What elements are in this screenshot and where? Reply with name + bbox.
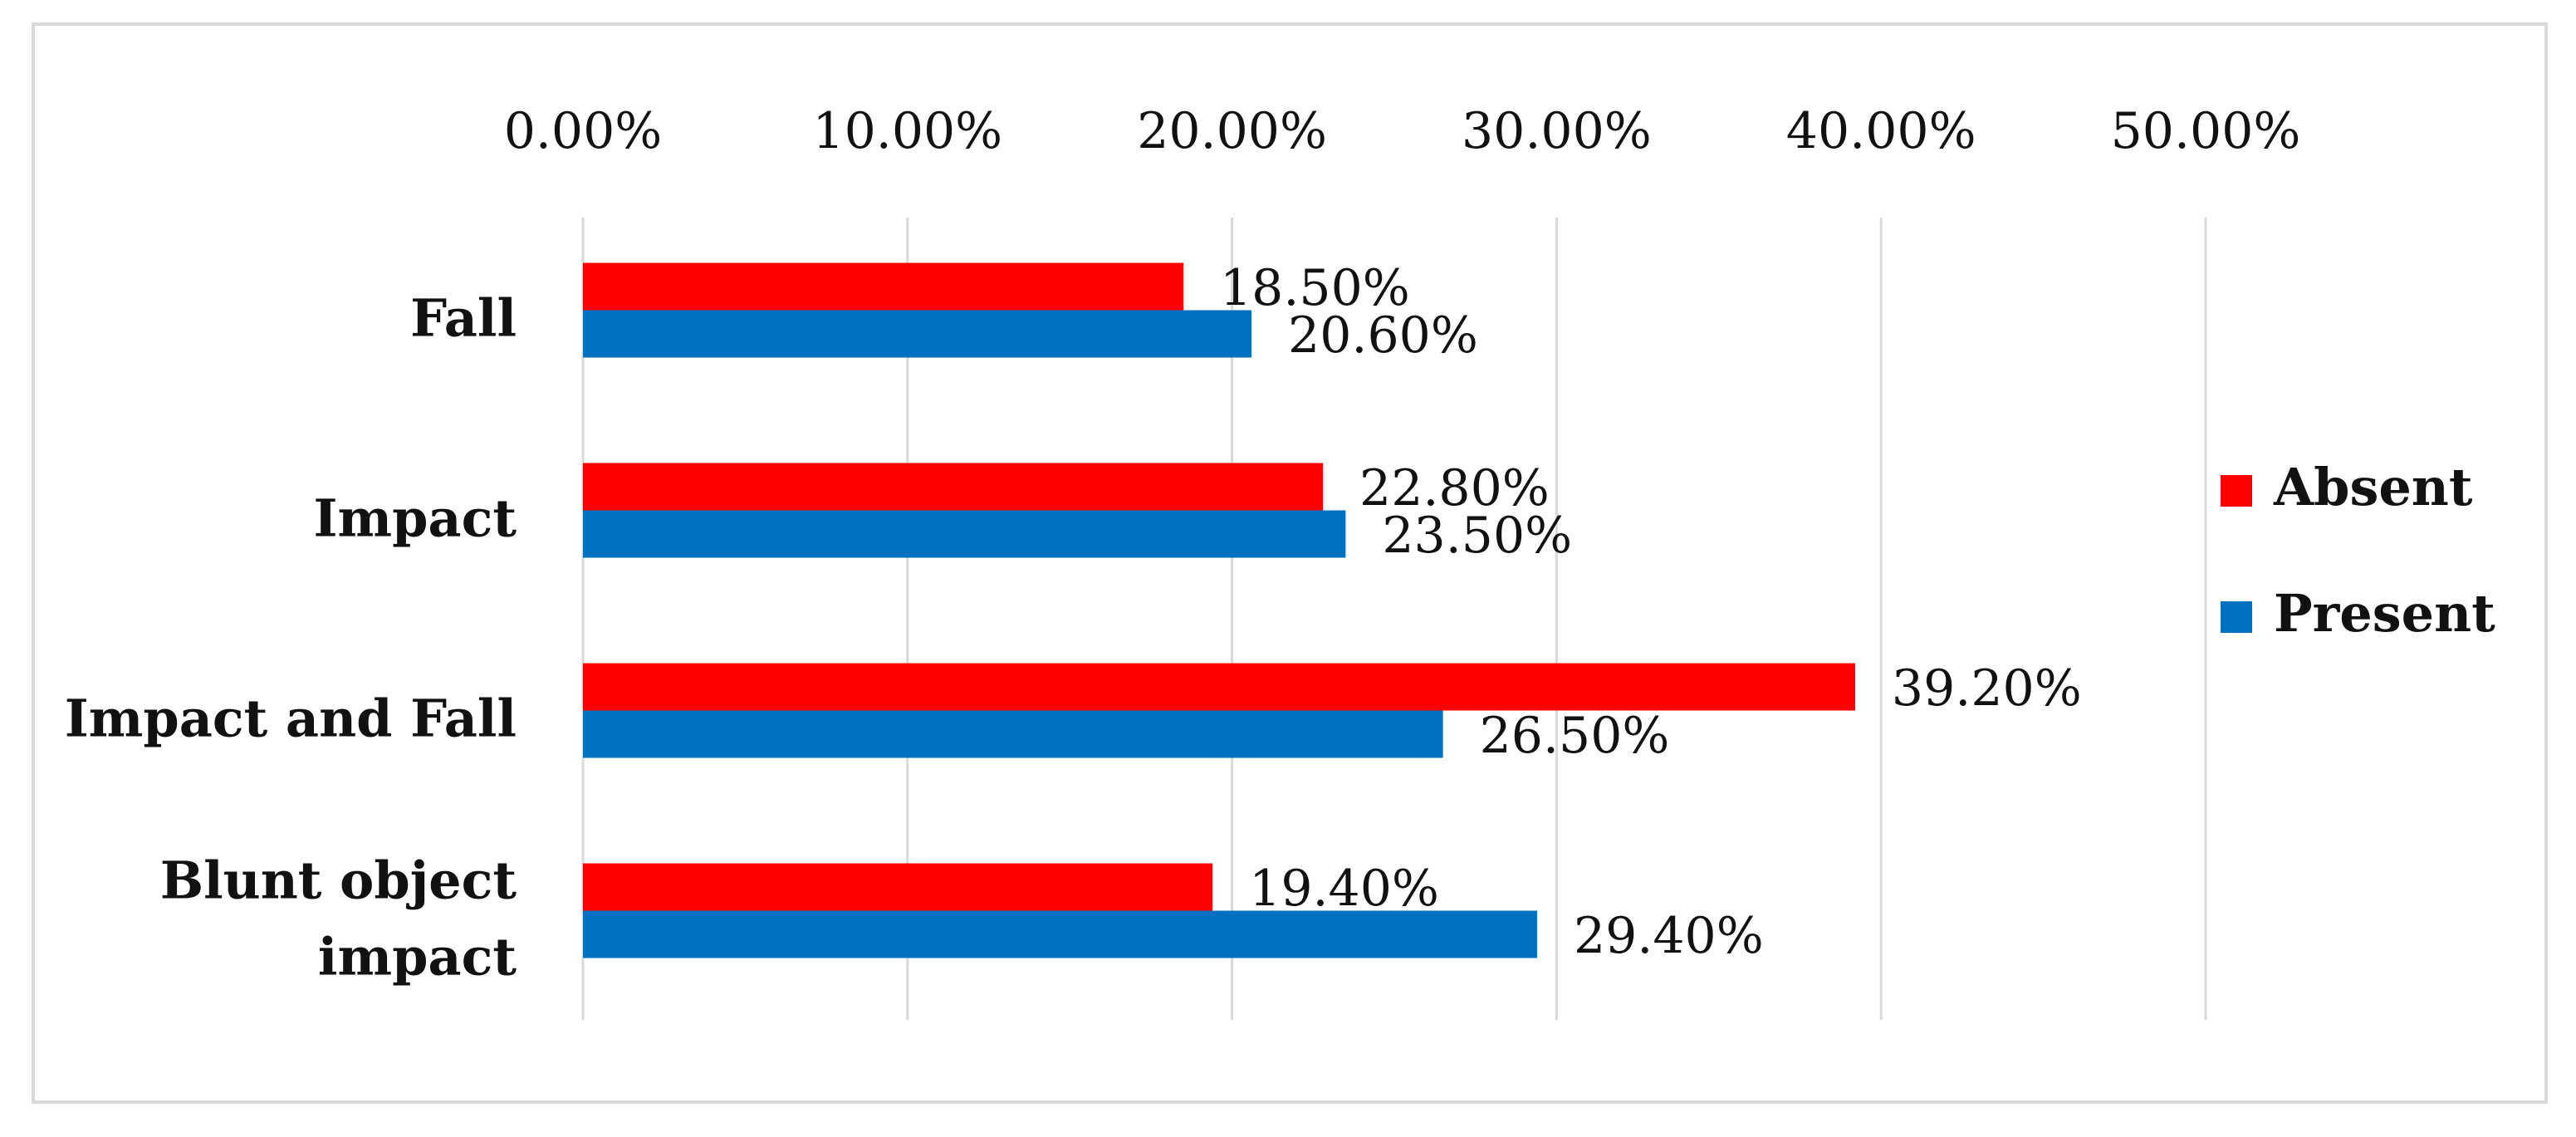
bar-absent xyxy=(583,262,1183,311)
data-label: 19.40% xyxy=(1249,860,1439,918)
category-label: Impact xyxy=(313,488,517,549)
category-label: impact xyxy=(318,927,517,988)
legend-label-absent: Absent xyxy=(2273,457,2473,517)
x-tick-label: 50.00% xyxy=(2111,102,2301,160)
category-label: Fall xyxy=(410,288,517,349)
data-label: 29.40% xyxy=(1574,907,1764,965)
category-labels: Fall Impact Impact and Fall Blunt object imp… xyxy=(65,288,517,988)
x-tick-label: 30.00% xyxy=(1462,102,1652,160)
category-label: Blunt object xyxy=(160,850,517,911)
legend: Absent Present xyxy=(2221,457,2495,644)
data-label: 23.50% xyxy=(1382,507,1572,565)
x-tick-label: 10.00% xyxy=(812,102,1002,160)
x-tick-label: 0.00% xyxy=(504,102,663,160)
data-label: 20.60% xyxy=(1288,306,1478,365)
bar-present xyxy=(583,510,1346,558)
bar-absent xyxy=(583,463,1324,511)
x-tick-label: 20.00% xyxy=(1137,102,1327,160)
data-label: 22.80% xyxy=(1359,459,1550,517)
data-label: 18.50% xyxy=(1220,259,1410,317)
data-labels: 18.50%20.60% 22.80%23.50% 39.20% 26.50% 19.4… xyxy=(1220,259,2082,965)
legend-swatch-present xyxy=(2221,601,2252,633)
bar-present xyxy=(583,910,1537,958)
category-label: Impact and Fall xyxy=(65,689,517,749)
bar-absent xyxy=(583,863,1213,911)
bar-present xyxy=(583,710,1443,758)
data-label: 39.20% xyxy=(1892,659,2082,718)
x-tick-label: 40.00% xyxy=(1786,102,1976,160)
bars xyxy=(583,262,1855,958)
bar-absent xyxy=(583,663,1855,711)
legend-label-present: Present xyxy=(2274,583,2495,644)
legend-swatch-absent xyxy=(2221,475,2252,507)
data-label: 26.50% xyxy=(1480,707,1670,765)
x-axis-ticks: 0.00% 10.00% 20.00% 30.00% 40.00% 50.00% xyxy=(504,102,2301,160)
bar-present xyxy=(583,310,1252,358)
